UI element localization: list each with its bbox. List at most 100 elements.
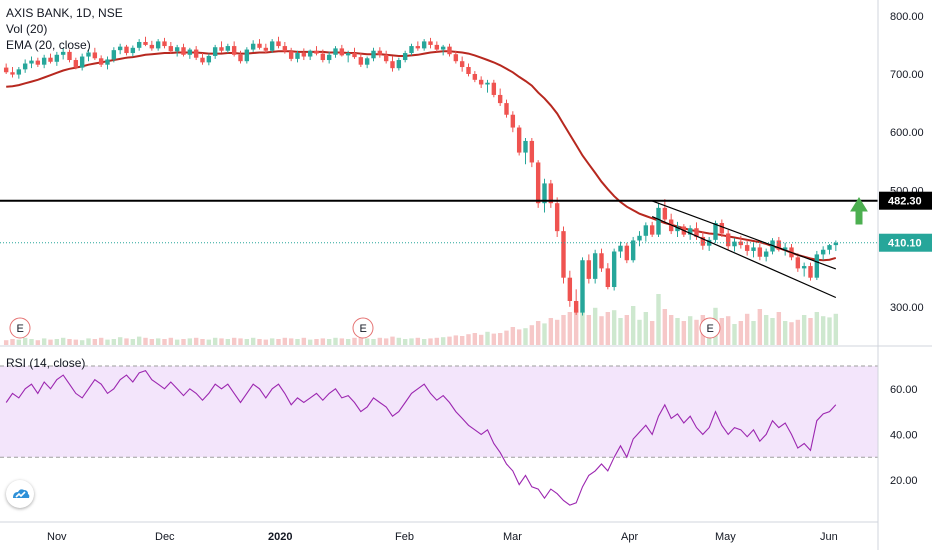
- candle-body: [79, 56, 85, 68]
- candle-body: [466, 67, 471, 74]
- time-axis-label: Dec: [155, 531, 175, 543]
- candle-body: [453, 54, 459, 62]
- candle-body: [225, 46, 231, 51]
- volume-bar: [434, 337, 440, 345]
- ema-legend: EMA (20, close): [6, 38, 91, 52]
- volume-bar: [409, 338, 414, 345]
- resistance-price-label: 482.30: [888, 196, 922, 208]
- candle-body: [706, 239, 712, 246]
- volume-bar: [98, 337, 104, 345]
- candle-body: [510, 114, 516, 128]
- candle-body: [130, 47, 136, 54]
- volume-bar: [383, 338, 389, 345]
- volume-bar: [238, 338, 243, 345]
- candle-body: [732, 241, 737, 247]
- volume-bar: [314, 339, 319, 345]
- volume-bar: [288, 338, 294, 345]
- volume-bar: [219, 338, 224, 345]
- volume-bar: [269, 338, 275, 345]
- symbol-title: AXIS BANK, 1D, NSE: [6, 6, 123, 20]
- candle-body: [35, 60, 41, 65]
- volume-bar: [244, 339, 250, 345]
- candle-body: [149, 44, 155, 49]
- volume-bar: [827, 317, 832, 345]
- candle-body: [282, 46, 288, 52]
- candle-body: [276, 41, 281, 47]
- last-price-label: 410.10: [888, 238, 922, 250]
- volume-bar: [516, 329, 522, 345]
- candle-body: [592, 253, 598, 279]
- candle-body: [763, 251, 769, 257]
- candle-body: [174, 47, 180, 52]
- volume-bar: [592, 307, 598, 345]
- volume-bar: [757, 309, 763, 345]
- rsi-band: [0, 366, 878, 458]
- volume-bar: [124, 338, 129, 345]
- candle-body: [459, 61, 465, 68]
- candle-body: [155, 41, 161, 49]
- volume-bar: [162, 339, 167, 345]
- volume-bar: [187, 338, 193, 345]
- time-axis-label: Feb: [395, 531, 414, 543]
- volume-bar: [681, 321, 687, 345]
- candle-body: [301, 53, 307, 57]
- volume-bar: [352, 337, 357, 345]
- candle-body: [795, 257, 801, 269]
- volume-bar: [29, 339, 34, 345]
- resistance-price-tag: [879, 191, 932, 210]
- volume-bar: [795, 319, 801, 345]
- volume-legend: Vol (20): [6, 22, 48, 36]
- earnings-e-icon: [352, 317, 374, 339]
- candle-body: [288, 51, 294, 59]
- volume-bar: [73, 339, 79, 345]
- candle-body: [98, 58, 104, 65]
- candle-body: [339, 48, 345, 56]
- tradingview-cloud-icon[interactable]: [6, 480, 34, 508]
- volume-bar: [789, 322, 794, 345]
- earnings-e-icon: [699, 317, 721, 339]
- volume-bar: [364, 338, 370, 345]
- candle-body: [605, 268, 611, 288]
- time-axis-label: Jun: [820, 531, 838, 543]
- candle-body: [782, 247, 788, 250]
- candle-body: [263, 47, 269, 51]
- candle-body: [662, 207, 668, 220]
- candle-body: [814, 254, 820, 278]
- candle-body: [371, 50, 376, 59]
- volume-bar: [155, 338, 161, 345]
- candle-body: [516, 127, 522, 153]
- candle-body: [402, 53, 408, 61]
- volume-bar: [497, 333, 503, 345]
- volume-bar: [554, 319, 560, 345]
- volume-bar: [295, 339, 300, 345]
- candle-body: [10, 72, 15, 75]
- volume-bar: [649, 321, 655, 345]
- volume-bar: [662, 309, 668, 345]
- volume-bar: [396, 337, 402, 345]
- last-price-tag: [879, 233, 932, 252]
- rsi-tick-label: 40.00: [890, 429, 918, 441]
- channel-lower-line: [651, 216, 837, 299]
- candle-body: [656, 207, 661, 235]
- candle-body: [22, 63, 28, 70]
- volume-bar: [580, 300, 585, 345]
- volume-bar: [149, 339, 155, 345]
- volume-bar: [10, 339, 15, 345]
- volume-bar: [744, 313, 750, 345]
- earnings-marker-label: E: [360, 323, 367, 335]
- volume-bar: [390, 336, 395, 345]
- rsi-line: [5, 369, 837, 506]
- volume-bar: [86, 338, 91, 345]
- volume-bar: [225, 339, 231, 345]
- candle-body: [41, 57, 47, 65]
- volume-bar: [770, 318, 775, 345]
- candle-body: [162, 41, 167, 47]
- volume-bar: [301, 337, 307, 345]
- candle-body: [751, 247, 756, 251]
- volume-bar: [523, 328, 528, 345]
- candle-body: [808, 266, 813, 278]
- volume-bar: [820, 316, 826, 345]
- candle-body: [124, 46, 129, 54]
